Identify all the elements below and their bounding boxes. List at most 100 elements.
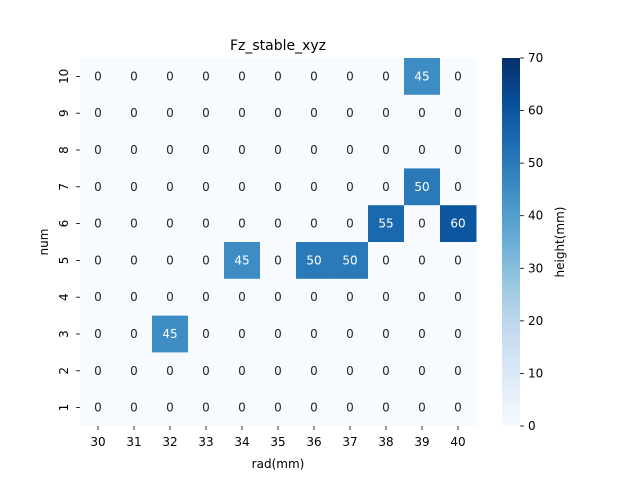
cell-value-label: 0 <box>130 69 138 83</box>
heatmap-cell <box>80 389 117 427</box>
heatmap-cell <box>440 94 477 133</box>
cell-value-label: 0 <box>310 364 318 378</box>
x-axis-label: rad(mm) <box>252 457 305 471</box>
colorbar <box>502 58 520 426</box>
cell-value-label: 0 <box>202 253 210 267</box>
heatmap-cell <box>404 131 441 169</box>
cell-value-label: 0 <box>274 290 282 304</box>
cell-value-label: 0 <box>274 364 282 378</box>
cell-value-label: 0 <box>238 217 246 231</box>
colorbar-ticks: 0 10 20 30 40 50 60 70 <box>520 51 543 433</box>
cell-value-label: 0 <box>166 253 174 267</box>
cell-value-label: 0 <box>346 69 354 83</box>
heatmap-cell <box>224 58 261 96</box>
heatmap-cell <box>296 131 333 169</box>
heatmap-cell <box>224 242 261 280</box>
cell-value-label: 0 <box>94 217 102 231</box>
heatmap-cell <box>332 58 369 96</box>
heatmap-cell <box>152 389 189 427</box>
cell-value-label: 0 <box>418 143 426 157</box>
heatmap-cell <box>260 278 297 317</box>
colorbar-tick-label: 60 <box>528 104 543 118</box>
heatmap-cell <box>440 352 477 390</box>
heatmap-cell <box>368 168 405 206</box>
heatmap-cell <box>260 94 297 133</box>
cell-value-label: 0 <box>202 401 210 415</box>
cell-value-label: 0 <box>274 69 282 83</box>
cell-value-label: 0 <box>202 290 210 304</box>
cell-value-label: 0 <box>166 69 174 83</box>
x-tick-label: 32 <box>162 435 177 449</box>
heatmap-cell <box>152 131 189 169</box>
cell-value-label: 0 <box>94 69 102 83</box>
colorbar-tick-label: 40 <box>528 209 543 223</box>
cell-value-label: 0 <box>310 106 318 120</box>
heatmap-cell <box>368 352 405 390</box>
heatmap-cell <box>440 205 477 243</box>
heatmap-cell <box>152 94 189 133</box>
x-tick-label: 37 <box>342 435 357 449</box>
heatmap-cell <box>440 168 477 206</box>
heatmap-cell <box>296 352 333 390</box>
y-tick-label: 6 <box>57 220 71 228</box>
heatmap-cell <box>404 94 441 133</box>
heatmap-cell <box>260 131 297 169</box>
cell-value-label: 0 <box>346 364 354 378</box>
heatmap-cell <box>152 278 189 317</box>
cell-value-label: 0 <box>274 217 282 231</box>
heatmap-cell <box>224 352 261 390</box>
cell-value-label: 0 <box>166 217 174 231</box>
heatmap-cell <box>188 131 225 169</box>
y-tick-label: 3 <box>57 330 71 338</box>
cell-value-label: 0 <box>382 69 390 83</box>
heatmap-cell <box>224 168 261 206</box>
heatmap-cell <box>332 389 369 427</box>
heatmap-cell <box>116 242 153 280</box>
cell-value-label: 0 <box>274 401 282 415</box>
cell-value-label: 0 <box>94 180 102 194</box>
x-tick-label: 40 <box>450 435 465 449</box>
y-tick-label: 2 <box>57 367 71 375</box>
heatmap-cell <box>332 94 369 133</box>
cell-value-label: 0 <box>418 364 426 378</box>
heatmap-cell <box>116 315 153 353</box>
heatmap-cell <box>152 242 189 280</box>
colorbar-tick-label: 70 <box>528 51 543 65</box>
heatmap-cell <box>80 278 117 317</box>
x-tick-label: 30 <box>90 435 105 449</box>
heatmap-cell <box>332 131 369 169</box>
cell-value-label: 0 <box>346 217 354 231</box>
cell-value-label: 0 <box>454 143 462 157</box>
cell-value-label: 50 <box>414 180 429 194</box>
cell-value-label: 0 <box>94 364 102 378</box>
y-tick-label: 7 <box>57 183 71 191</box>
heatmap-cell <box>188 168 225 206</box>
heatmap-cell <box>80 315 117 353</box>
cell-value-label: 0 <box>382 401 390 415</box>
cell-value-label: 0 <box>454 327 462 341</box>
cell-value-label: 0 <box>202 180 210 194</box>
cell-value-label: 0 <box>310 143 318 157</box>
heatmap-cell <box>260 242 297 280</box>
heatmap-cell <box>368 315 405 353</box>
cell-value-label: 0 <box>454 180 462 194</box>
x-tick-label: 34 <box>234 435 249 449</box>
heatmap-cell <box>260 389 297 427</box>
heatmap-cell <box>404 168 441 206</box>
heatmap-cell <box>188 315 225 353</box>
cell-value-label: 50 <box>306 253 321 267</box>
heatmap-cell <box>80 168 117 206</box>
heatmap-cell <box>440 278 477 317</box>
heatmap-cell <box>188 94 225 133</box>
x-tick-label: 31 <box>126 435 141 449</box>
heatmap-cell <box>80 58 117 96</box>
heatmap-cell <box>404 352 441 390</box>
heatmap-cell <box>188 205 225 243</box>
cell-value-label: 0 <box>238 106 246 120</box>
heatmap-cell <box>80 205 117 243</box>
x-tick-label: 36 <box>306 435 321 449</box>
heatmap-cell <box>116 278 153 317</box>
heatmap-cell <box>188 58 225 96</box>
cell-value-label: 0 <box>202 364 210 378</box>
cell-value-label: 0 <box>418 401 426 415</box>
